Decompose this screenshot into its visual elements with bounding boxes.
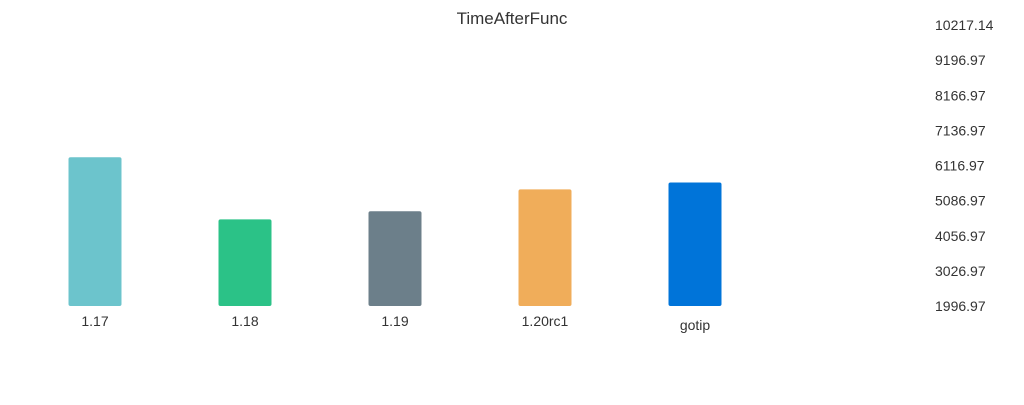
y-tick-label: 6116.97 [935,158,985,174]
bar-1-20rc1 [518,189,572,306]
y-tick-label: 7136.97 [935,122,986,138]
x-tick-label: 1.18 [231,313,258,329]
y-tick-label: 5086.97 [935,193,986,209]
bars-layer [68,157,722,306]
x-tick-label: gotip [680,317,711,333]
y-tick-label: 4056.97 [935,228,986,244]
y-tick-label: 10217.14 [935,17,994,33]
x-tick-label: 1.17 [81,313,108,329]
bar-1-17 [68,157,122,306]
y-tick-label: 3026.97 [935,263,986,279]
chart-title: TimeAfterFunc [457,9,568,28]
bar-gotip [668,182,722,306]
x-tick-label: 1.20rc1 [522,313,569,329]
y-axis-labels: 1996.97 3026.97 4056.97 5086.97 6116.97 7136.… [935,17,994,314]
bar-1-19 [368,211,422,306]
y-tick-label: 9196.97 [935,52,986,68]
y-tick-label: 1996.97 [935,298,986,314]
x-axis-labels: 1.17 1.18 1.19 1.20rc1 gotip [81,313,710,333]
y-tick-label: 8166.97 [935,87,986,103]
bar-1-18 [218,219,272,306]
x-tick-label: 1.19 [381,313,408,329]
